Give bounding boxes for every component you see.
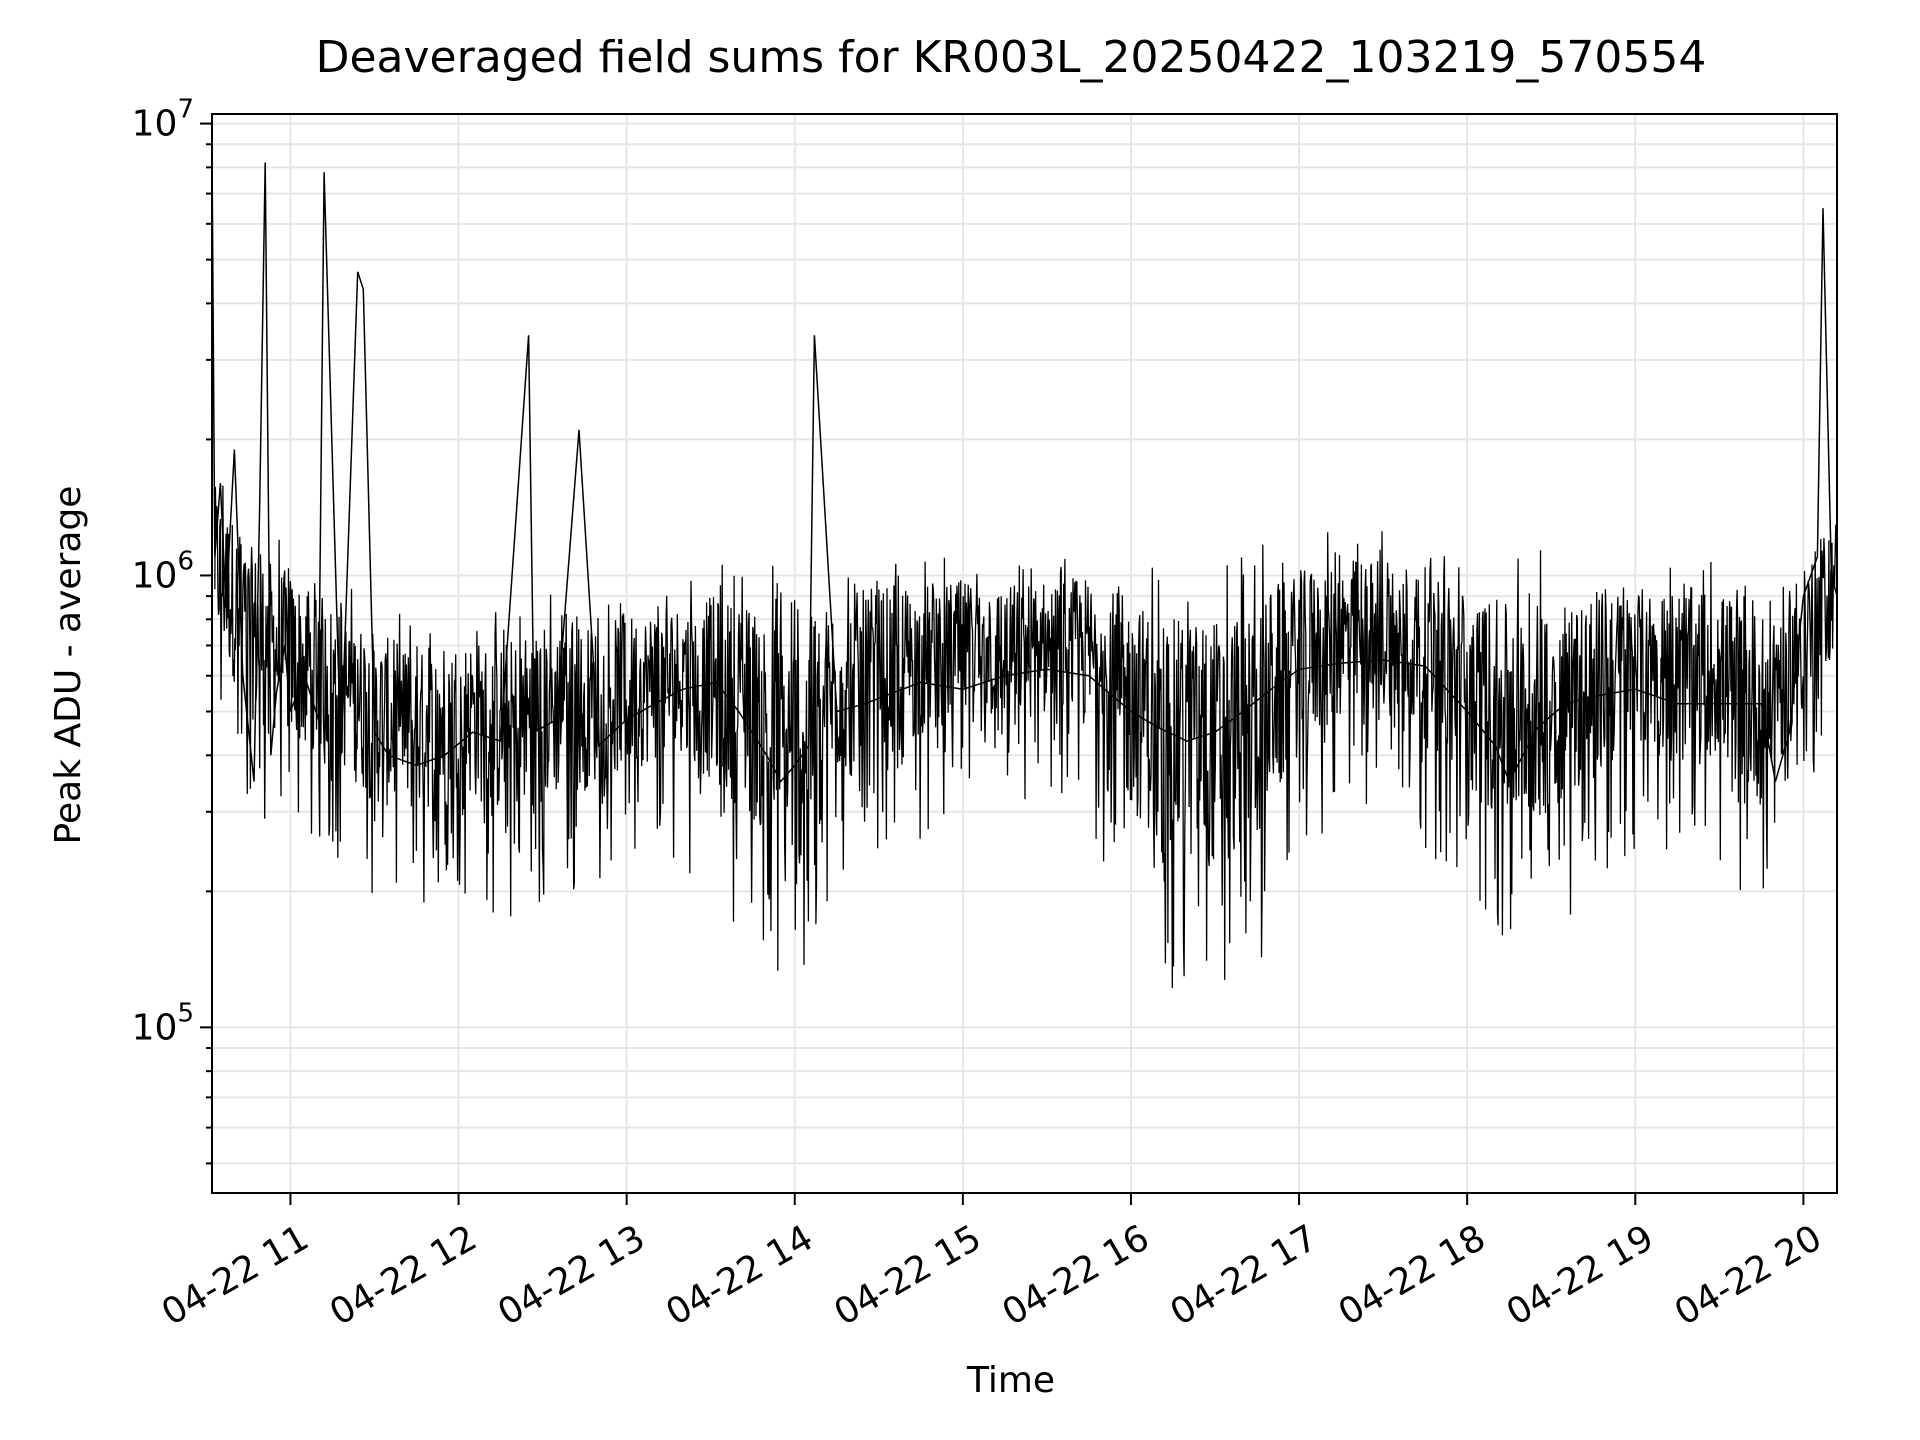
y-tick-label: 107 [132,95,194,145]
y-axis-label: Peak ADU - average [48,486,89,845]
series-noise-trace [214,485,1838,989]
y-tick-label: 105 [132,998,194,1048]
chart-title: Deaveraged field sums for KR003L_2025042… [316,32,1707,83]
series-line [211,148,1838,784]
data-series [211,148,1838,989]
x-axis-label: Time [966,1360,1055,1401]
y-tick-label: 106 [132,546,194,596]
plot-frame [211,113,1838,1194]
